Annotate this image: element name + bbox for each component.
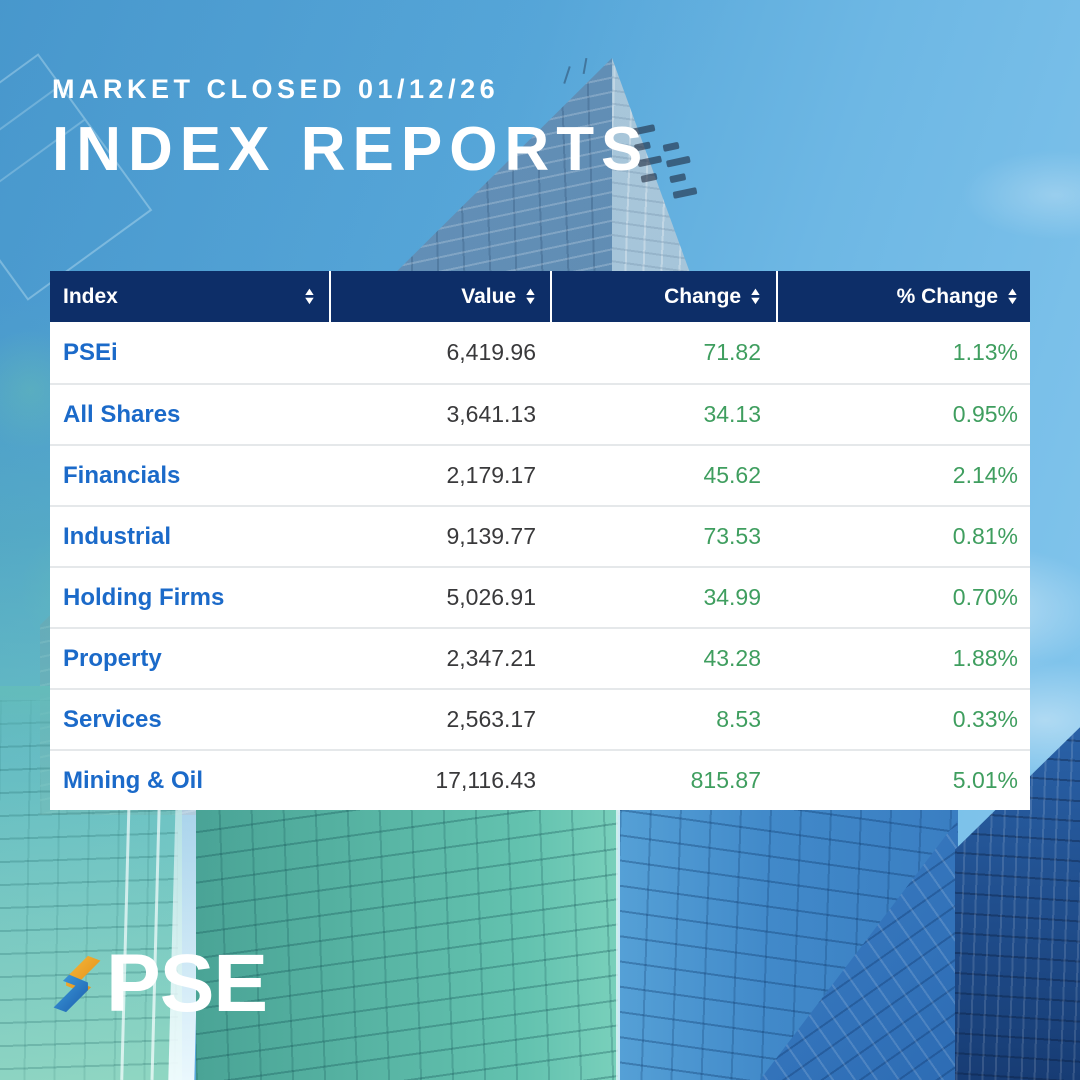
table-row: All Shares 3,641.13 34.13 0.95% [50, 383, 1030, 444]
table-row: Services 2,563.17 8.53 0.33% [50, 688, 1030, 749]
index-change: 34.99 [703, 584, 761, 610]
index-name-link[interactable]: All Shares [63, 400, 181, 428]
index-name-link[interactable]: Mining & Oil [63, 766, 203, 794]
index-value: 3,641.13 [446, 401, 536, 427]
index-value: 2,563.17 [446, 706, 536, 732]
column-header-value[interactable]: Value ▲ ▼ [329, 271, 550, 322]
index-value: 6,419.96 [446, 339, 536, 365]
sort-icon: ▲ ▼ [523, 285, 538, 307]
table-row: Holding Firms 5,026.91 34.99 0.70% [50, 566, 1030, 627]
table-row: Property 2,347.21 43.28 1.88% [50, 627, 1030, 688]
pse-ribbon-icon [53, 955, 101, 1013]
index-change: 8.53 [716, 706, 761, 732]
index-value: 9,139.77 [446, 523, 536, 549]
index-name-link[interactable]: Services [63, 705, 162, 733]
index-change: 45.62 [703, 462, 761, 488]
index-change: 43.28 [703, 645, 761, 671]
page-title: INDEX REPORTS [52, 115, 650, 184]
index-table: Index ▲ ▼ Value ▲ ▼ Change ▲ ▼ [50, 271, 1030, 810]
index-pct-change: 5.01% [952, 767, 1018, 793]
index-change: 815.87 [690, 767, 761, 793]
title-block: MARKET CLOSED 01/12/26 INDEX REPORTS [52, 74, 649, 181]
index-pct-change: 1.88% [952, 645, 1018, 671]
column-header-change[interactable]: Change ▲ ▼ [550, 271, 776, 322]
table-row: PSEi 6,419.96 71.82 1.13% [50, 322, 1030, 383]
table-header-row: Index ▲ ▼ Value ▲ ▼ Change ▲ ▼ [50, 271, 1030, 322]
sort-icon: ▲ ▼ [302, 285, 317, 307]
index-name-link[interactable]: PSEi [63, 338, 118, 366]
table-row: Financials 2,179.17 45.62 2.14% [50, 444, 1030, 505]
building-corner-ridge [616, 806, 620, 1080]
pse-logo: PSE [52, 938, 268, 1030]
table-row: Industrial 9,139.77 73.53 0.81% [50, 505, 1030, 566]
index-value: 2,347.21 [446, 645, 536, 671]
index-name-link[interactable]: Property [63, 644, 162, 672]
column-header-pct-change[interactable]: % Change ▲ ▼ [776, 271, 1030, 322]
index-pct-change: 1.13% [952, 339, 1018, 365]
column-label: % Change [896, 284, 999, 308]
index-value: 5,026.91 [446, 584, 536, 610]
logo-text: PSE [106, 938, 268, 1030]
index-pct-change: 2.14% [952, 462, 1018, 488]
table-row: Mining & Oil 17,116.43 815.87 5.01% [50, 749, 1030, 810]
column-label: Change [664, 284, 742, 308]
column-header-index[interactable]: Index ▲ ▼ [50, 271, 329, 322]
index-change: 73.53 [703, 523, 761, 549]
index-value: 17,116.43 [435, 767, 536, 793]
index-name-link[interactable]: Holding Firms [63, 583, 225, 611]
market-status-label: MARKET CLOSED 01/12/26 [52, 74, 500, 104]
index-pct-change: 0.70% [952, 584, 1018, 610]
sort-icon: ▲ ▼ [1005, 285, 1020, 307]
index-pct-change: 0.81% [952, 523, 1018, 549]
glass-facade-teal [196, 806, 618, 1080]
index-name-link[interactable]: Industrial [63, 522, 172, 550]
column-label: Value [461, 284, 517, 308]
index-pct-change: 0.33% [952, 706, 1018, 732]
sort-icon: ▲ ▼ [748, 285, 763, 307]
index-pct-change: 0.95% [952, 401, 1018, 427]
index-value: 2,179.17 [446, 462, 536, 488]
index-name-link[interactable]: Financials [63, 461, 181, 489]
column-label: Index [63, 284, 118, 308]
index-change: 34.13 [703, 401, 761, 427]
index-change: 71.82 [703, 339, 761, 365]
